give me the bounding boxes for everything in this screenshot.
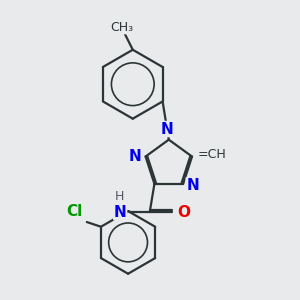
Text: Cl: Cl [66, 204, 82, 219]
Text: =CH: =CH [198, 148, 226, 161]
Text: H: H [115, 190, 124, 203]
Text: O: O [177, 205, 190, 220]
Text: N: N [129, 149, 142, 164]
Text: N: N [114, 205, 127, 220]
Text: N: N [186, 178, 199, 193]
Text: N: N [161, 122, 174, 136]
Text: CH₃: CH₃ [110, 21, 134, 34]
